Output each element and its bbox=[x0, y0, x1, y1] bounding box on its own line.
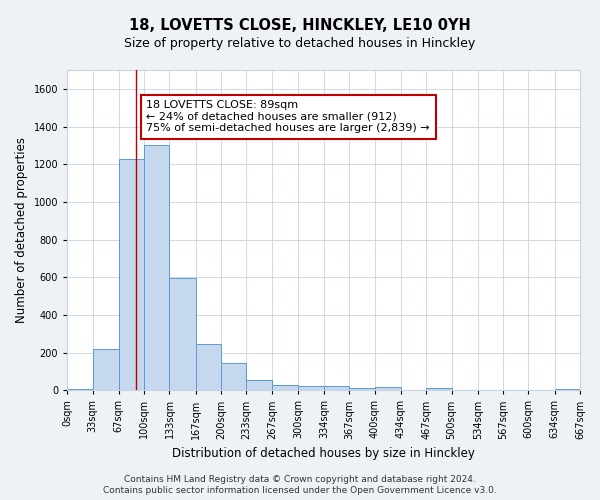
Bar bbox=[196, 344, 221, 391]
Bar bbox=[144, 146, 169, 390]
Bar bbox=[169, 278, 196, 390]
X-axis label: Distribution of detached houses by size in Hinckley: Distribution of detached houses by size … bbox=[172, 447, 475, 460]
Bar bbox=[324, 386, 349, 390]
Text: Size of property relative to detached houses in Hinckley: Size of property relative to detached ho… bbox=[124, 38, 476, 51]
Bar bbox=[375, 388, 401, 390]
Text: Contains HM Land Registry data © Crown copyright and database right 2024.: Contains HM Land Registry data © Crown c… bbox=[124, 475, 476, 484]
Bar bbox=[247, 380, 272, 390]
Bar bbox=[221, 363, 247, 390]
Text: 18, LOVETTS CLOSE, HINCKLEY, LE10 0YH: 18, LOVETTS CLOSE, HINCKLEY, LE10 0YH bbox=[129, 18, 471, 32]
Text: Contains public sector information licensed under the Open Government Licence v3: Contains public sector information licen… bbox=[103, 486, 497, 495]
Y-axis label: Number of detached properties: Number of detached properties bbox=[15, 137, 28, 323]
Bar bbox=[119, 160, 144, 390]
Bar bbox=[92, 349, 119, 391]
Bar bbox=[272, 384, 298, 390]
Bar bbox=[298, 386, 324, 390]
Bar bbox=[426, 388, 452, 390]
Text: 18 LOVETTS CLOSE: 89sqm
← 24% of detached houses are smaller (912)
75% of semi-d: 18 LOVETTS CLOSE: 89sqm ← 24% of detache… bbox=[146, 100, 430, 134]
Bar bbox=[349, 388, 375, 390]
